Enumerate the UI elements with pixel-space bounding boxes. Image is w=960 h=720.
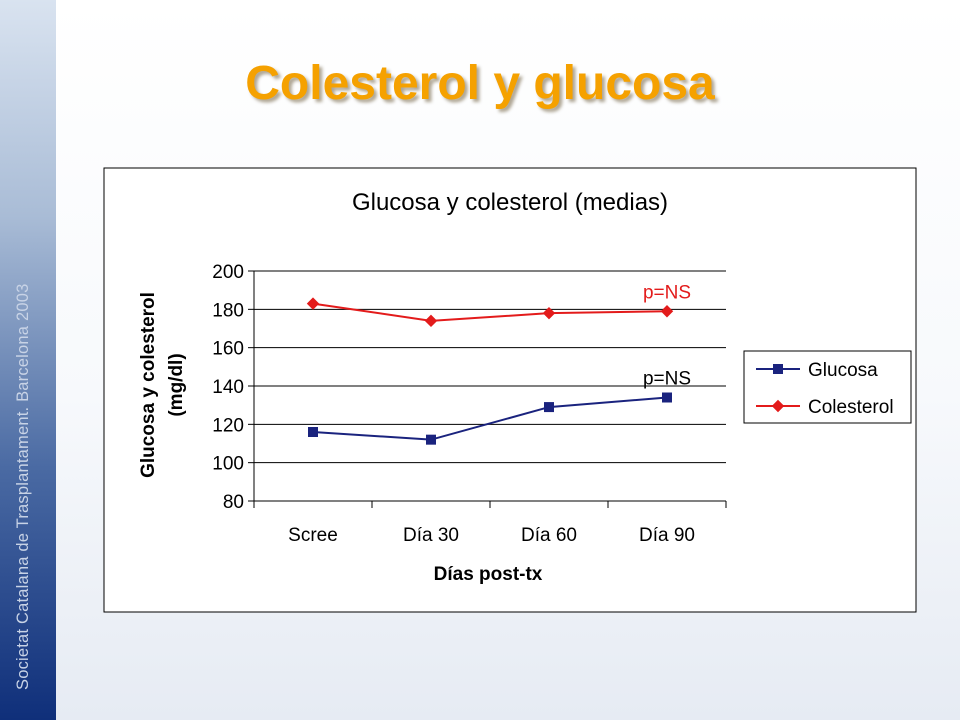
side-band: Societat Catalana de Trasplantament. Bar… bbox=[0, 0, 56, 720]
y-tick-label: 180 bbox=[212, 300, 244, 321]
data-point-glucosa bbox=[426, 434, 436, 445]
annotations: p=NS p=NS bbox=[643, 282, 691, 389]
y-tick-label: 140 bbox=[212, 377, 244, 398]
y-tick-label: 160 bbox=[212, 339, 244, 360]
data-point-glucosa bbox=[544, 402, 554, 413]
x-tick-label: Día 90 bbox=[639, 525, 695, 546]
data-point-colesterol bbox=[424, 314, 438, 328]
data-point-colesterol bbox=[660, 305, 674, 318]
y-tick-label: 200 bbox=[212, 262, 244, 283]
y-axis-label-line2: (mg/dl) bbox=[166, 353, 187, 416]
chart-title: Glucosa y colesterol (medias) bbox=[352, 189, 668, 216]
page-title: Colesterol y glucosa bbox=[245, 57, 715, 110]
series-line-colesterol bbox=[312, 302, 668, 322]
series-layer bbox=[306, 297, 674, 445]
data-point-colesterol bbox=[542, 306, 556, 320]
y-tick-label: 100 bbox=[212, 454, 244, 475]
legend-marker-glucosa bbox=[773, 364, 783, 374]
legend-box bbox=[743, 350, 912, 424]
annotation-colesterol: p=NS bbox=[643, 282, 691, 303]
series-glucosa bbox=[308, 392, 672, 445]
legend: Glucosa Colesterol bbox=[743, 350, 912, 424]
legend-label-glucosa: Glucosa bbox=[808, 360, 878, 381]
series-colesterol bbox=[306, 297, 674, 328]
series-line-glucosa bbox=[312, 396, 668, 441]
legend-label-colesterol: Colesterol bbox=[808, 397, 894, 418]
data-point-colesterol bbox=[306, 297, 320, 310]
x-ticks: Scree Día 30 Día 60 Día 90 bbox=[253, 500, 727, 546]
x-tick-label: Scree bbox=[288, 525, 338, 546]
x-tick-label: Día 30 bbox=[403, 525, 459, 546]
data-point-glucosa bbox=[662, 392, 672, 403]
x-tick-label: Día 60 bbox=[521, 525, 577, 546]
x-axis-label: Días post-tx bbox=[434, 564, 543, 585]
annotation-glucosa: p=NS bbox=[643, 369, 691, 390]
data-point-glucosa bbox=[308, 427, 318, 437]
y-tick-label: 80 bbox=[223, 492, 244, 513]
y-axis-label: Glucosa y colesterol (mg/dl) bbox=[138, 292, 187, 478]
legend-marker-colesterol bbox=[771, 399, 785, 413]
y-ticks: 80 100 120 140 160 180 200 bbox=[212, 262, 255, 513]
y-axis-label-line1: Glucosa y colesterol bbox=[138, 292, 159, 478]
y-tick-label: 120 bbox=[212, 415, 244, 436]
